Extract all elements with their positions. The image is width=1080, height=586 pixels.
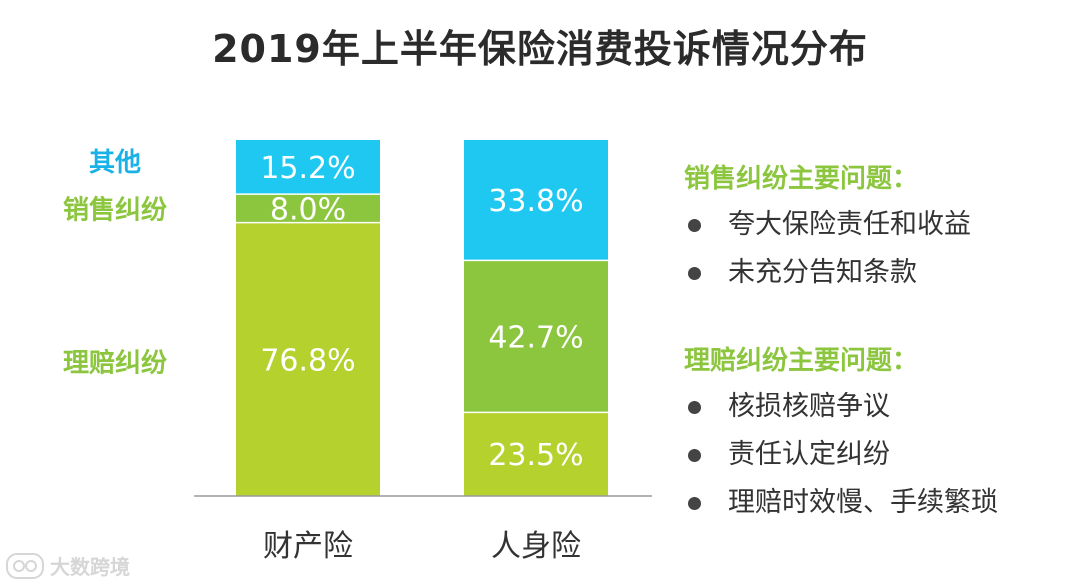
legend-label: 其他 bbox=[89, 148, 141, 178]
sales-dispute-panel: 销售纠纷主要问题： 夸大保险责任和收益 未充分告知条款 bbox=[684, 158, 1074, 297]
list-item-text: 理赔时效慢、手续繁琐 bbox=[728, 487, 998, 518]
bullet-icon bbox=[688, 219, 701, 232]
list-item: 责任认定纠纷 bbox=[684, 431, 1074, 479]
category-label: 人身险 bbox=[491, 529, 581, 564]
data-label: 76.8% bbox=[260, 343, 355, 378]
bars-layer bbox=[236, 140, 608, 497]
bullet-icon bbox=[688, 449, 701, 462]
list-item: 理赔时效慢、手续繁琐 bbox=[684, 479, 1074, 527]
bar-segment bbox=[464, 260, 608, 413]
list-item-text: 核损核赔争议 bbox=[728, 391, 890, 422]
bullet-icon bbox=[688, 401, 701, 414]
segment-labels-layer: 76.8% 8.0% 15.2% 23.5% 42.7% 33.8% bbox=[260, 151, 583, 473]
bullet-icon bbox=[688, 267, 701, 280]
bar-segment bbox=[464, 412, 608, 496]
bar-segment bbox=[464, 140, 608, 261]
claims-dispute-panel: 理赔纠纷主要问题： 核损核赔争议 责任认定纠纷 理赔时效慢、手续繁琐 bbox=[684, 340, 1074, 527]
data-label: 8.0% bbox=[270, 192, 346, 227]
logo-icon bbox=[6, 552, 44, 579]
watermark: 大数跨境 bbox=[6, 551, 130, 580]
list-item-text: 夸大保险责任和收益 bbox=[728, 209, 971, 240]
list-item-text: 责任认定纠纷 bbox=[728, 439, 890, 470]
data-label: 42.7% bbox=[488, 320, 583, 355]
sales-dispute-list: 夸大保险责任和收益 未充分告知条款 bbox=[684, 201, 1074, 297]
bar-segment bbox=[236, 140, 380, 195]
legend-layer: 理赔纠纷 销售纠纷 其他 bbox=[63, 148, 167, 378]
data-label: 23.5% bbox=[488, 438, 583, 473]
list-item: 夸大保险责任和收益 bbox=[684, 201, 1074, 249]
chart-title: 2019年上半年保险消费投诉情况分布 bbox=[212, 27, 868, 71]
bar-segment bbox=[236, 194, 380, 223]
category-labels-layer: 财产险 人身险 bbox=[263, 529, 581, 564]
bullet-icon bbox=[688, 497, 701, 510]
watermark-text: 大数跨境 bbox=[50, 555, 130, 579]
list-item-text: 未充分告知条款 bbox=[728, 257, 917, 288]
list-item: 未充分告知条款 bbox=[684, 249, 1074, 297]
sales-dispute-heading: 销售纠纷主要问题： bbox=[684, 164, 919, 194]
list-item: 核损核赔争议 bbox=[684, 383, 1074, 431]
legend-label: 销售纠纷 bbox=[63, 194, 167, 225]
data-label: 15.2% bbox=[260, 151, 355, 186]
claims-dispute-list: 核损核赔争议 责任认定纠纷 理赔时效慢、手续繁琐 bbox=[684, 383, 1074, 527]
claims-dispute-heading: 理赔纠纷主要问题： bbox=[684, 346, 919, 376]
legend-label: 理赔纠纷 bbox=[63, 347, 167, 378]
bar-segment bbox=[236, 222, 380, 497]
category-label: 财产险 bbox=[263, 529, 353, 564]
data-label: 33.8% bbox=[488, 184, 583, 219]
